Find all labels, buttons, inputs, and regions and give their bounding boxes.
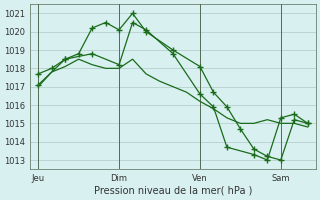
X-axis label: Pression niveau de la mer( hPa ): Pression niveau de la mer( hPa ) xyxy=(94,186,252,196)
